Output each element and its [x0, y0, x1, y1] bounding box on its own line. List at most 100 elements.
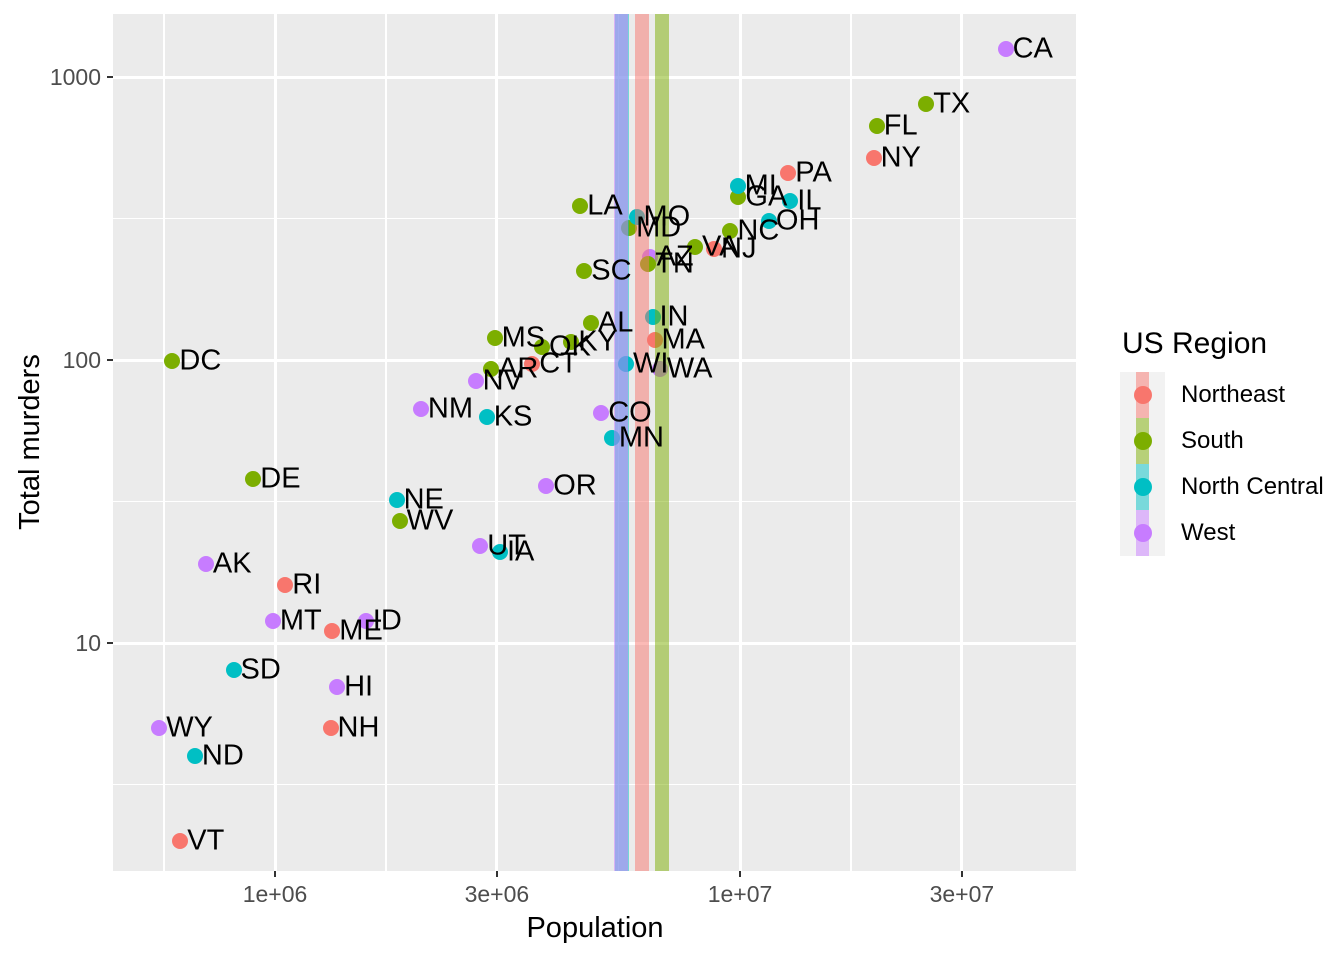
- y-axis-title: Total murders: [14, 354, 46, 530]
- point-label-SD: SD: [240, 653, 281, 686]
- point-label-IA: IA: [507, 535, 535, 568]
- data-point-DC: [164, 353, 181, 370]
- point-label-MI: MI: [744, 169, 777, 202]
- data-point-RI: [277, 577, 294, 594]
- y-tick-mark: [107, 75, 113, 79]
- data-point-FL: [868, 118, 885, 135]
- data-point-LA: [572, 197, 589, 214]
- data-point-NV: [467, 373, 484, 390]
- data-point-CT: [524, 355, 541, 372]
- legend: US Region Northeast South North Central Wes…: [1120, 328, 1324, 556]
- point-label-HI: HI: [344, 670, 374, 703]
- legend-key-swatch: [1120, 418, 1165, 464]
- legend-key-swatch: [1120, 464, 1165, 510]
- y-gridline-major: [113, 75, 1076, 79]
- point-label-GA: GA: [745, 180, 788, 213]
- data-point-NJ: [706, 241, 722, 258]
- point-label-NV: NV: [482, 364, 523, 397]
- legend-item-label: Northeast: [1181, 381, 1286, 408]
- legend-items: Northeast South North Central West: [1120, 372, 1324, 556]
- data-point-NM: [412, 401, 429, 418]
- point-label-AR: AR: [498, 352, 539, 385]
- x-tick-mark: [738, 871, 742, 877]
- y-tick-mark: [107, 641, 113, 645]
- point-label-OR: OR: [553, 469, 597, 502]
- legend-item-label: North Central: [1181, 473, 1324, 500]
- legend-key-point: [1133, 478, 1152, 496]
- point-label-MD: MD: [636, 211, 682, 244]
- point-label-NE: NE: [403, 483, 444, 516]
- plot-panel: AL AK AZ AR CA CO CT DE DC FL GA HI ID IL IN IA KS KY LA ME…: [113, 14, 1076, 871]
- point-label-ID: ID: [372, 604, 402, 637]
- data-point-MS: [486, 329, 503, 346]
- data-point-TX: [918, 95, 935, 112]
- point-label-IL: IL: [797, 184, 822, 217]
- data-point-ND: [186, 747, 203, 764]
- point-label-FL: FL: [883, 109, 918, 142]
- point-label-TN: TN: [655, 247, 694, 280]
- point-label-WV: WV: [406, 504, 454, 537]
- point-label-MO: MO: [643, 200, 691, 233]
- mean-population-line-west: [613, 14, 628, 871]
- legend-item-label: West: [1181, 519, 1236, 546]
- point-label-ME: ME: [339, 614, 383, 647]
- point-label-WY: WY: [166, 711, 213, 744]
- data-point-OK: [534, 339, 550, 356]
- data-point-MT: [264, 612, 281, 629]
- data-point-NY: [865, 150, 882, 167]
- point-label-TX: TX: [933, 87, 971, 120]
- data-point-AK: [197, 556, 214, 573]
- point-label-OH: OH: [775, 204, 820, 237]
- data-point-OH: [760, 212, 777, 229]
- x-gridline-major: [738, 14, 742, 871]
- data-point-HI: [329, 678, 346, 695]
- point-label-DC: DC: [179, 344, 222, 377]
- point-label-KY: KY: [578, 325, 618, 358]
- point-label-AL: AL: [597, 306, 634, 339]
- legend-item-label: South: [1181, 427, 1244, 454]
- data-point-CA: [997, 40, 1014, 57]
- point-label-MA: MA: [661, 323, 706, 356]
- point-label-KS: KS: [493, 400, 533, 433]
- point-label-AZ: AZ: [656, 240, 694, 273]
- x-tick-mark: [960, 871, 964, 877]
- point-label-UT: UT: [487, 529, 526, 562]
- legend-key-swatch: [1120, 510, 1165, 556]
- data-point-UT: [472, 538, 489, 555]
- x-gridline-minor: [850, 14, 852, 871]
- y-tick-mark: [107, 358, 113, 362]
- data-point-NH: [322, 720, 339, 737]
- point-label-MS: MS: [501, 321, 546, 354]
- legend-key-point: [1133, 524, 1152, 542]
- x-axis-title: Population: [526, 912, 664, 944]
- data-point-IA: [492, 543, 508, 560]
- point-label-MT: MT: [279, 604, 322, 637]
- point-label-NY: NY: [880, 141, 921, 174]
- mean-population-line-northeast: [634, 14, 649, 871]
- x-gridline-minor: [385, 14, 387, 871]
- legend-key-swatch: [1120, 372, 1165, 418]
- y-gridline-minor: [113, 217, 1076, 220]
- data-point-VA: [687, 239, 703, 256]
- legend-item-west: West: [1120, 510, 1324, 556]
- point-label-SC: SC: [591, 254, 632, 287]
- point-label-NH: NH: [337, 711, 380, 744]
- x-gridline-major: [960, 14, 964, 871]
- point-label-CO: CO: [608, 396, 652, 429]
- data-point-OR: [538, 477, 555, 494]
- x-gridline-minor: [163, 14, 165, 871]
- legend-item-north-central: North Central: [1120, 464, 1324, 510]
- x-tick-label: 1e+07: [707, 881, 773, 907]
- data-point-NE: [388, 492, 405, 508]
- y-gridline-major: [113, 641, 1076, 645]
- x-gridline-major: [495, 14, 499, 871]
- y-tick-label: 100: [62, 347, 101, 373]
- point-label-CT: CT: [539, 347, 578, 380]
- mean-population-line-south: [655, 14, 670, 871]
- data-point-ME: [324, 623, 341, 640]
- data-point-NC: [722, 222, 739, 239]
- data-point-ID: [357, 612, 374, 629]
- point-label-AK: AK: [212, 547, 252, 580]
- legend-item-south: South: [1120, 418, 1324, 464]
